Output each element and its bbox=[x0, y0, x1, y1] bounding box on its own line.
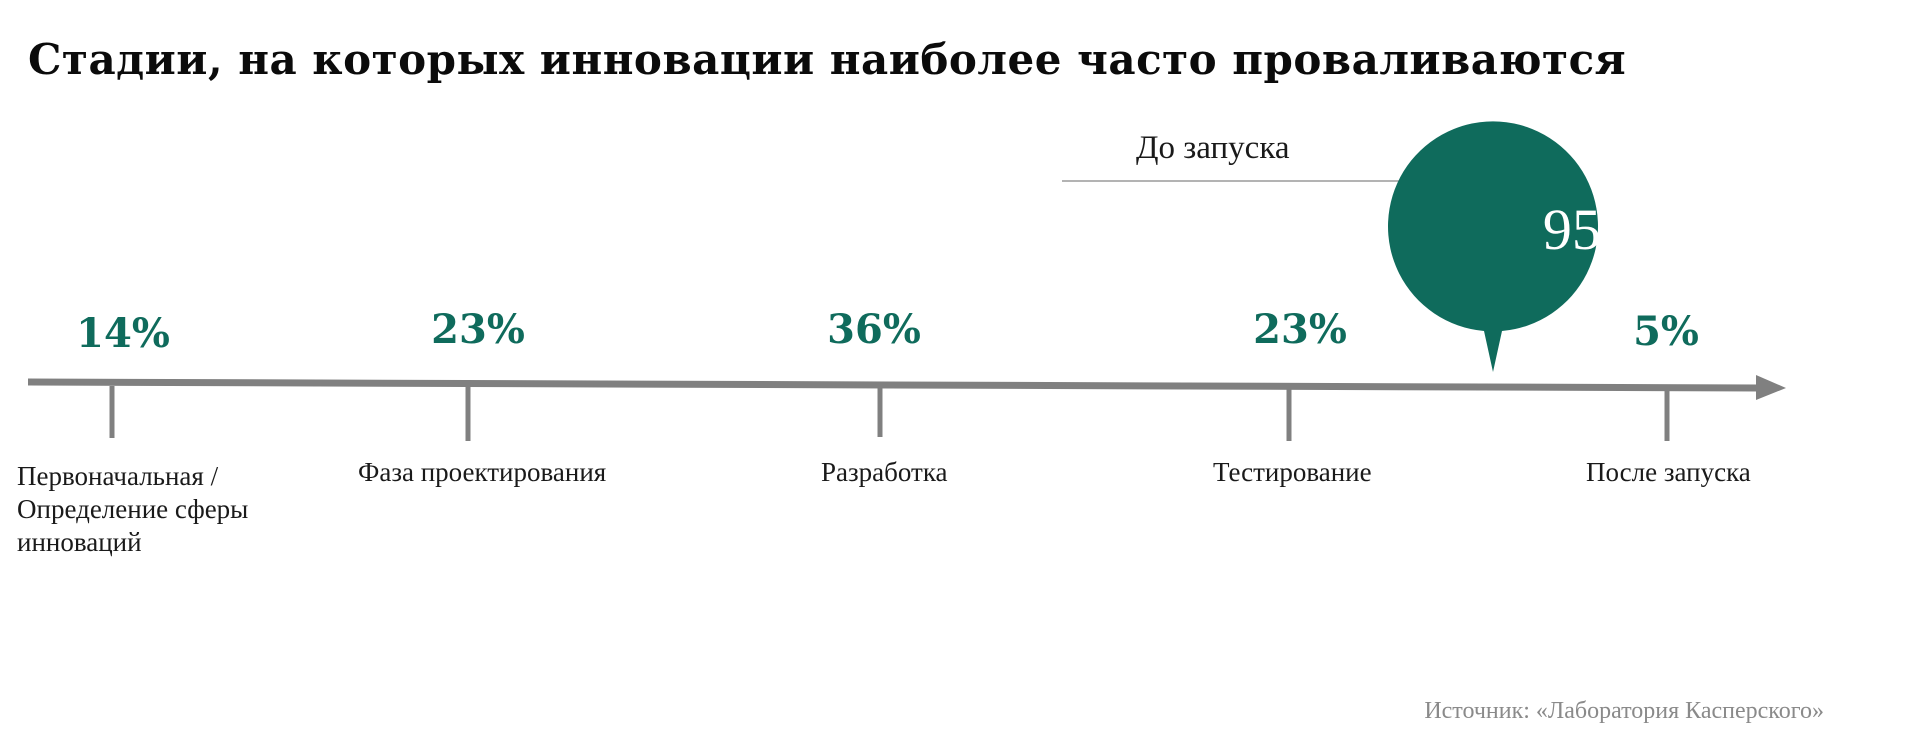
stage-label-development: Разработка bbox=[821, 457, 948, 487]
stage-value-initial: 14% bbox=[76, 310, 170, 357]
pre-launch-label: До запуска bbox=[1136, 130, 1290, 166]
pre-launch-value: 95% bbox=[1542, 197, 1650, 262]
stage-label-design: Фаза проектирования bbox=[358, 457, 607, 487]
stage-value-design: 23% bbox=[431, 306, 525, 353]
map-pin-icon bbox=[1388, 121, 1599, 373]
timeline-axis bbox=[27, 378, 1761, 392]
chart-title: Стадии, на которых инновации наиболее ча… bbox=[28, 35, 1627, 84]
stage-label-testing: Тестирование bbox=[1213, 457, 1372, 487]
stage-value-testing: 23% bbox=[1253, 306, 1347, 353]
arrow-right-icon bbox=[1756, 375, 1786, 400]
stage-value-post-launch: 5% bbox=[1633, 308, 1699, 355]
source-note: Источник: «Лаборатория Касперского» bbox=[1424, 698, 1824, 724]
stage-label-post-launch: После запуска bbox=[1586, 457, 1751, 487]
stage-value-development: 36% bbox=[827, 306, 921, 353]
stage-label-initial: Первоначальная / Определение сферы иннов… bbox=[17, 461, 249, 557]
